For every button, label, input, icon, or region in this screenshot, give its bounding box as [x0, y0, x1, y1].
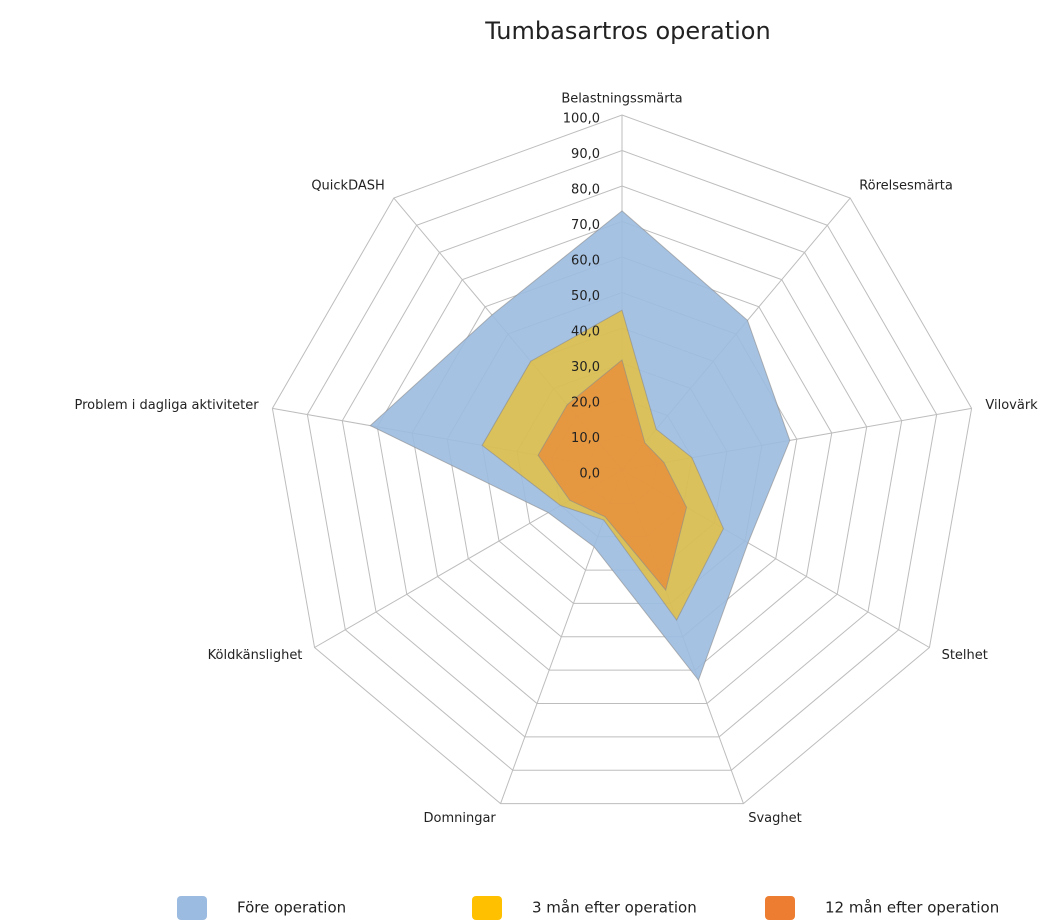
- category-label: Stelhet: [942, 648, 988, 663]
- tick-label: 30,0: [571, 360, 600, 375]
- tick-label: 90,0: [571, 147, 600, 162]
- tick-label: 40,0: [571, 325, 600, 340]
- category-label: QuickDASH: [311, 178, 384, 193]
- series-area: [537, 359, 688, 592]
- category-label: Svaghet: [748, 811, 802, 826]
- tick-label: 70,0: [571, 218, 600, 233]
- legend-swatch: [177, 896, 207, 920]
- legend: Före operation 3 mån efter operation 12 må…: [177, 896, 999, 920]
- tick-label: 100,0: [563, 112, 600, 127]
- category-label: Domningar: [424, 811, 497, 826]
- legend-label: Före operation: [237, 899, 346, 917]
- category-label: Rörelsesmärta: [859, 178, 953, 193]
- tick-label: 50,0: [571, 289, 600, 304]
- tick-label: 0,0: [579, 467, 600, 482]
- category-label: Vilovärk: [985, 398, 1038, 413]
- tick-label: 10,0: [571, 431, 600, 446]
- grid-ring: [341, 185, 903, 738]
- category-label: Köldkänslighet: [208, 648, 303, 663]
- tick-label: 80,0: [571, 183, 600, 198]
- legend-swatch: [765, 896, 795, 920]
- legend-label: 12 mån efter operation: [825, 899, 999, 917]
- tick-label: 60,0: [571, 254, 600, 269]
- category-label: Problem i dagliga aktiviteter: [74, 398, 259, 413]
- category-label: Belastningssmärta: [561, 92, 682, 107]
- grid-ring: [376, 220, 868, 705]
- legend-label: 3 mån efter operation: [532, 899, 697, 917]
- legend-swatch: [472, 896, 502, 920]
- grid-ring: [306, 149, 938, 771]
- chart-title: Tumbasartros operation: [484, 17, 770, 45]
- grid-ring: [271, 114, 973, 805]
- tick-label: 20,0: [571, 396, 600, 411]
